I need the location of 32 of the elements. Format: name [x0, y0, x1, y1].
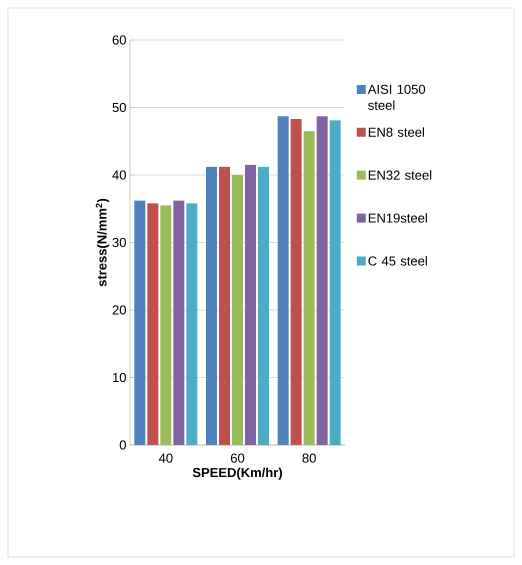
bar	[258, 166, 269, 445]
legend-label: EN19steel	[368, 213, 427, 223]
bar	[232, 175, 243, 445]
y-axis-title: stress(N/mm$^{2}$)	[96, 198, 110, 286]
legend-label: EN8 steel	[368, 127, 424, 137]
bar	[147, 203, 158, 445]
y-tick-label: 40	[112, 170, 126, 180]
bar	[304, 131, 315, 445]
bar	[206, 166, 217, 445]
bar	[316, 116, 328, 445]
x-tick-label: 40	[158, 454, 173, 463]
y-tick-label: 20	[112, 305, 126, 315]
y-tick-label: 10	[112, 372, 126, 382]
bar	[278, 116, 289, 445]
legend-label: AISI 1050 steel	[368, 84, 426, 110]
legend-label: C 45 steel	[368, 256, 427, 266]
x-tick-label: 60	[230, 454, 244, 463]
bar	[290, 118, 302, 445]
bar	[134, 200, 146, 445]
y-tick-label: 0	[120, 440, 126, 450]
bar	[173, 200, 184, 445]
y-tick-label: 30	[112, 238, 126, 248]
bar	[186, 203, 198, 445]
x-axis-title: SPEED(Km/hr)	[192, 468, 282, 480]
x-tick-label: 80	[302, 454, 316, 463]
bar	[330, 120, 341, 445]
y-tick-label: 50	[112, 102, 126, 112]
bar	[218, 166, 230, 445]
bar	[244, 164, 256, 445]
bar	[160, 205, 172, 445]
y-tick-label: 60	[112, 35, 126, 45]
legend-label: EN32 steel	[368, 170, 432, 180]
